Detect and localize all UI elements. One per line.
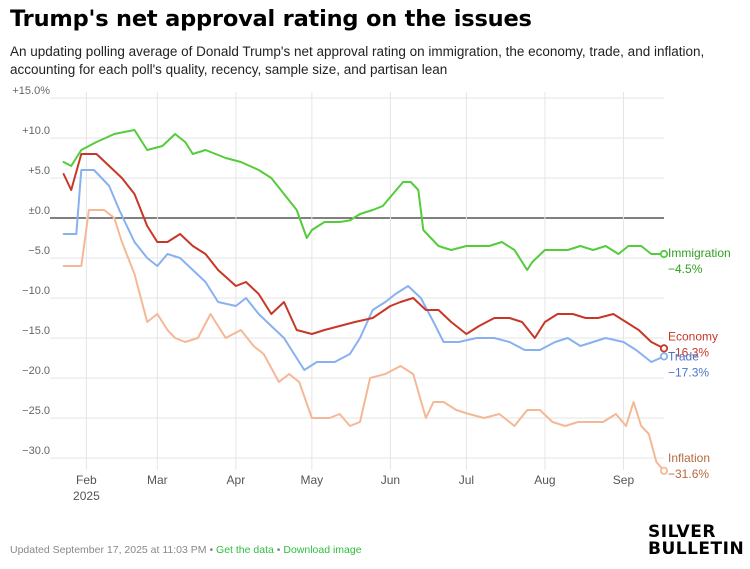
x-tick-label: Jul <box>459 473 474 487</box>
series-line-inflation <box>62 209 665 472</box>
series-name-label-immigration: Immigration <box>668 246 731 260</box>
labels-layer: +15.0% +10.0 +5.0 ±0.0 −5.0 −10.0 −15.0 −20.0 −2… <box>12 85 730 503</box>
y-tick-label: +10.0 <box>22 125 50 137</box>
y-tick-label: −25.0 <box>22 405 50 417</box>
grid-layer <box>50 92 664 470</box>
series-line-immigration <box>62 129 665 271</box>
y-tick-label: ±0.0 <box>29 205 50 217</box>
footer-separator: • <box>273 544 284 556</box>
x-tick-label: Mar <box>147 473 168 487</box>
x-tick-sublabel: 2025 <box>73 489 100 503</box>
silver-bulletin-logo: SILVER BULLETIN <box>648 524 744 558</box>
x-tick-label: Aug <box>534 473 555 487</box>
y-tick-label: −15.0 <box>22 325 50 337</box>
series-value-label-inflation: −31.6% <box>668 467 709 481</box>
get-data-link[interactable]: Get the data <box>216 544 274 556</box>
series-endpoint-inflation <box>659 466 669 475</box>
series-name-label-trade: Trade <box>668 349 699 363</box>
y-tick-label: −5.0 <box>28 245 50 257</box>
y-tick-label: +5.0 <box>28 165 50 177</box>
updated-text: Updated September 17, 2025 at 11:03 PM • <box>10 544 217 556</box>
series-name-label-inflation: Inflation <box>668 451 710 465</box>
x-tick-label: Sep <box>613 473 635 487</box>
series-layer <box>62 129 669 475</box>
series-line-economy <box>62 153 665 350</box>
x-tick-label: May <box>301 473 324 487</box>
x-tick-label: Jun <box>381 473 400 487</box>
series-name-label-economy: Economy <box>668 329 718 343</box>
series-endpoint-immigration <box>659 249 669 259</box>
logo-line-1: SILVER <box>648 522 716 542</box>
y-tick-label: −30.0 <box>22 445 50 457</box>
y-tick-label: +15.0% <box>12 85 50 97</box>
y-tick-label: −10.0 <box>22 285 50 297</box>
y-tick-label: −20.0 <box>22 365 50 377</box>
series-value-label-trade: −17.3% <box>668 365 709 379</box>
x-tick-label: Apr <box>227 473 246 487</box>
series-line-trade <box>62 169 665 371</box>
x-tick-label: Feb <box>76 473 97 487</box>
series-value-label-economy: −16.3% <box>668 345 709 359</box>
series-endpoint-economy <box>659 344 669 353</box>
series-value-label-immigration: −4.5% <box>668 262 703 276</box>
logo-line-2: BULLETIN <box>648 539 745 559</box>
footer: Updated September 17, 2025 at 11:03 PM •… <box>10 544 362 556</box>
chart-title: Trump's net approval rating on the issue… <box>10 6 532 32</box>
series-endpoint-trade <box>659 352 669 361</box>
chart-subtitle: An updating polling average of Donald Tr… <box>10 44 705 77</box>
net-approval-chart: +15.0% +10.0 +5.0 ±0.0 −5.0 −10.0 −15.0 −20.0 −2… <box>12 85 730 503</box>
download-image-link[interactable]: Download image <box>283 544 362 556</box>
